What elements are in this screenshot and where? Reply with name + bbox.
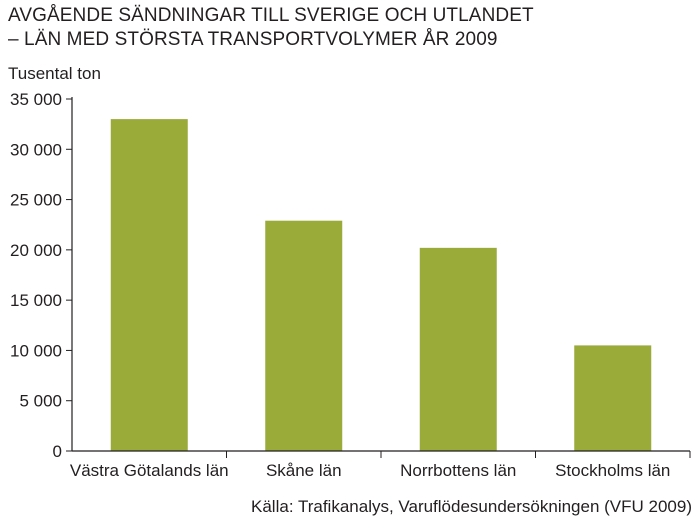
y-ticks-group: 0 5 000 10 000 15 000 20 000 25 000 30 000 35 0… [10,90,72,461]
y-tick-label: 5 000 [19,392,62,411]
y-tick-label: 35 000 [10,90,62,109]
x-category-label: Västra Götalands län [70,461,229,480]
chart-title-line-1: AVGÅENDE SÄNDNINGAR TILL SVERIGE OCH UTL… [8,5,534,26]
bar-4 [574,345,652,451]
x-category-label: Skåne län [266,461,342,480]
bar-1 [110,119,188,451]
y-tick-label: 0 [53,442,62,461]
y-tick-label: 25 000 [10,191,62,210]
bars-group [110,119,652,451]
chart-title: AVGÅENDE SÄNDNINGAR TILL SVERIGE OCH UTL… [8,4,688,52]
y-tick-label: 15 000 [10,291,62,310]
y-tick-label: 10 000 [10,341,62,360]
y-tick-label: 20 000 [10,241,62,260]
y-axis-unit-label: Tusental ton [8,64,101,83]
y-tick-label: 30 000 [10,140,62,159]
chart-title-line-2: – LÄN MED STÖRSTA TRANSPORTVOLYMER ÅR 20… [8,29,498,50]
x-category-label: Stockholms län [555,461,670,480]
source-note: Källa: Trafikanalys, Varuflödesundersökn… [251,497,692,516]
x-category-label: Norrbottens län [400,461,516,480]
bar-3 [419,247,497,451]
x-ticks-group: Västra Götalands län Skåne län Norrbottens… [70,451,691,480]
bar-2 [265,220,343,451]
